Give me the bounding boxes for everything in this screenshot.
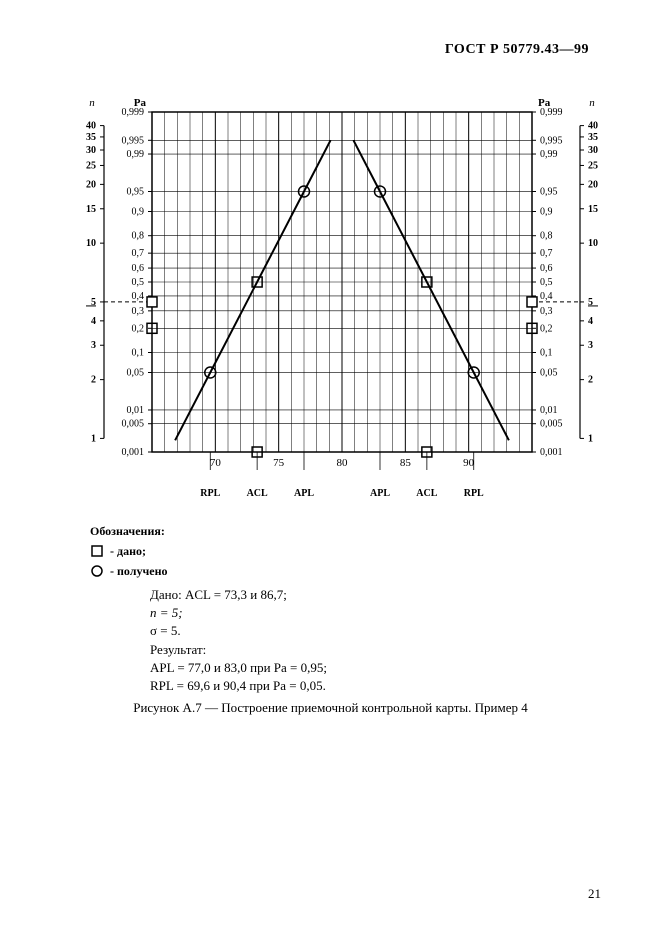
svg-text:1: 1 (588, 433, 593, 444)
svg-text:10: 10 (86, 238, 96, 249)
legend-circle-label: - получено (110, 562, 168, 580)
svg-text:0,05: 0,05 (540, 367, 558, 378)
svg-text:0,9: 0,9 (132, 206, 145, 217)
svg-text:0,6: 0,6 (132, 263, 145, 274)
svg-text:RPL: RPL (464, 488, 484, 499)
svg-text:0,05: 0,05 (127, 367, 145, 378)
svg-text:15: 15 (86, 204, 96, 215)
legend-row-square: - дано; (90, 542, 168, 560)
given-l5: APL = 77,0 и 83,0 при Pa = 0,95; (150, 660, 327, 675)
svg-text:0,001: 0,001 (540, 447, 563, 458)
svg-text:90: 90 (463, 457, 475, 469)
svg-text:30: 30 (588, 145, 598, 156)
circle-icon (90, 564, 104, 578)
svg-text:0,3: 0,3 (132, 306, 145, 317)
svg-text:4: 4 (588, 316, 593, 327)
svg-text:0,8: 0,8 (540, 231, 553, 242)
svg-text:0,005: 0,005 (540, 419, 563, 430)
svg-text:4: 4 (91, 316, 96, 327)
given-l3: σ = 5. (150, 623, 181, 638)
svg-text:Pa: Pa (538, 97, 551, 109)
svg-text:80: 80 (337, 457, 349, 469)
svg-text:0,99: 0,99 (127, 149, 145, 160)
svg-text:0,995: 0,995 (540, 135, 563, 146)
svg-text:RPL: RPL (200, 488, 220, 499)
svg-text:0,2: 0,2 (132, 323, 145, 334)
legend-block: Обозначения: - дано; - получено (90, 522, 168, 580)
chart-svg: 70 75 80 85 90 0,001 0,001 0,005 0,005 0,01 0,01 0,… (80, 92, 600, 512)
svg-text:ACL: ACL (416, 488, 437, 499)
svg-text:0,005: 0,005 (122, 419, 145, 430)
legend-row-circle: - получено (90, 562, 168, 580)
svg-text:0,6: 0,6 (540, 263, 553, 274)
svg-text:2: 2 (91, 375, 96, 386)
svg-text:0,3: 0,3 (540, 306, 553, 317)
given-text-block: Дано: ACL = 73,3 и 86,7; n = 5; σ = 5. Р… (150, 586, 327, 695)
svg-text:0,01: 0,01 (127, 405, 145, 416)
svg-text:0,2: 0,2 (540, 323, 553, 334)
page: ГОСТ Р 50779.43—99 70 75 80 85 90 0,001 0,001 0… (0, 0, 661, 936)
svg-text:10: 10 (588, 238, 598, 249)
legend-square-label: - дано; (110, 542, 146, 560)
svg-text:2: 2 (588, 375, 593, 386)
svg-text:0,8: 0,8 (132, 231, 145, 242)
svg-text:n: n (89, 97, 95, 109)
svg-text:15: 15 (588, 204, 598, 215)
svg-text:0,95: 0,95 (127, 187, 145, 198)
svg-text:0,95: 0,95 (540, 187, 558, 198)
square-icon (90, 544, 104, 558)
given-l1: Дано: ACL = 73,3 и 86,7; (150, 587, 287, 602)
svg-text:Pa: Pa (134, 97, 147, 109)
svg-text:0,01: 0,01 (540, 405, 558, 416)
svg-text:n: n (589, 97, 595, 109)
svg-text:0,7: 0,7 (132, 248, 145, 259)
given-l4: Результат: (150, 642, 206, 657)
page-number: 21 (588, 886, 601, 902)
svg-text:0,5: 0,5 (132, 277, 145, 288)
svg-text:70: 70 (210, 457, 222, 469)
legend-title: Обозначения: (90, 522, 168, 540)
svg-text:0,4: 0,4 (540, 291, 553, 302)
svg-text:0,99: 0,99 (540, 149, 558, 160)
svg-text:0,995: 0,995 (122, 135, 145, 146)
svg-text:ACL: ACL (247, 488, 268, 499)
svg-text:0,4: 0,4 (132, 291, 145, 302)
svg-text:30: 30 (86, 145, 96, 156)
svg-text:0,5: 0,5 (540, 277, 553, 288)
svg-text:20: 20 (588, 179, 598, 190)
svg-text:25: 25 (86, 160, 96, 171)
svg-text:85: 85 (400, 457, 412, 469)
figure-caption: Рисунок А.7 — Построение приемочной конт… (0, 700, 661, 716)
given-l6: RPL = 69,6 и 90,4 при Pa = 0,05. (150, 678, 326, 693)
svg-text:40: 40 (588, 121, 598, 132)
svg-text:3: 3 (91, 340, 96, 351)
svg-text:75: 75 (273, 457, 285, 469)
document-standard-id: ГОСТ Р 50779.43—99 (445, 42, 589, 58)
svg-text:3: 3 (588, 340, 593, 351)
svg-text:0,7: 0,7 (540, 248, 553, 259)
svg-text:35: 35 (588, 132, 598, 143)
svg-text:0,1: 0,1 (132, 348, 145, 359)
nomogram-chart: 70 75 80 85 90 0,001 0,001 0,005 0,005 0,01 0,01 0,… (80, 92, 600, 517)
svg-text:1: 1 (91, 433, 96, 444)
svg-text:APL: APL (370, 488, 390, 499)
svg-text:APL: APL (294, 488, 314, 499)
svg-text:25: 25 (588, 160, 598, 171)
svg-text:0,9: 0,9 (540, 206, 553, 217)
given-l2: n = 5; (150, 605, 183, 620)
svg-text:0,001: 0,001 (122, 447, 145, 458)
svg-text:0,1: 0,1 (540, 348, 553, 359)
svg-text:35: 35 (86, 132, 96, 143)
svg-text:40: 40 (86, 121, 96, 132)
svg-text:20: 20 (86, 179, 96, 190)
